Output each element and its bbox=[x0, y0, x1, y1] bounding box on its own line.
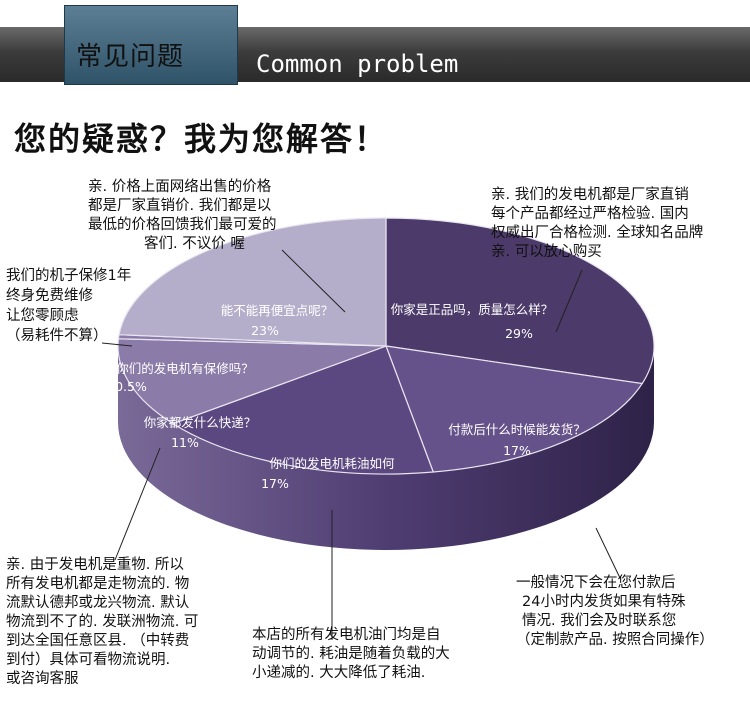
note-shipping-line: 到达全国任意区县. （中转费 bbox=[6, 633, 190, 649]
slice-value-label: 0.5% bbox=[115, 379, 147, 394]
note-shipping: 亲. 由于发电机是重物. 所以 所有发电机都是走物流的. 物 流默认德邦或龙兴物… bbox=[6, 556, 198, 689]
leader-line-shipping bbox=[114, 447, 161, 561]
note-shipping-line: 流默认德邦或龙兴物流. 默认 bbox=[6, 595, 190, 611]
slice-value-label: 11% bbox=[171, 435, 199, 450]
slice-value-label: 17% bbox=[503, 443, 531, 458]
banner-title-cn: 常见问题 bbox=[76, 42, 185, 72]
note-price-line: 最低的价格回馈我们最可爱的 bbox=[88, 217, 277, 233]
pie-slice bbox=[385, 345, 644, 473]
slice-label: 你家是正品吗，质量怎么样？ bbox=[391, 302, 554, 317]
note-warranty: 我们的机子保修1年 终身免费维修 让您零顾虑 （易耗件不算） bbox=[6, 266, 131, 346]
note-quality-line: 权威出厂合格检测. 全球知名品牌 bbox=[491, 225, 704, 241]
slice-label: 能不能再便宜点呢？ bbox=[221, 303, 334, 318]
note-fuel: 本店的所有发电机油门均是自 动调节的. 耗油是随着负载的大 小递减的. 大大降低… bbox=[252, 626, 450, 683]
note-price-line: 亲. 价格上面网络出售的价格 bbox=[88, 179, 272, 195]
note-shipping-line: 到付）具体可看物流说明. bbox=[6, 652, 171, 668]
leader-line-warranty bbox=[101, 342, 133, 347]
slice-value-label: 17% bbox=[261, 476, 289, 491]
note-delivery-line: 24小时内发货如果有特殊 bbox=[522, 594, 686, 610]
slice-value-label: 23% bbox=[251, 323, 279, 338]
pie-slice bbox=[385, 217, 655, 385]
banner-title-en: Common problem bbox=[256, 50, 459, 78]
note-quality-line: 亲. 我们的发电机都是厂家直销 bbox=[491, 187, 689, 203]
page-heading: 您的疑惑？我为您解答！ bbox=[14, 120, 389, 158]
pie-slice bbox=[171, 345, 435, 475]
note-price-line: 都是厂家直销价. 我们都是以 bbox=[88, 198, 272, 214]
note-delivery-line: 情况. 我们会及时联系您 bbox=[522, 613, 677, 629]
note-shipping-line: 亲. 由于发电机是重物. 所以 bbox=[6, 557, 184, 573]
slice-label: 你们的发电机耗油如何 bbox=[269, 456, 395, 471]
note-shipping-line: 或咨询客服 bbox=[6, 671, 79, 687]
note-price-line: 客们. 不议价 喔 bbox=[144, 236, 245, 252]
pie-slice bbox=[117, 338, 387, 425]
note-price: 亲. 价格上面网络出售的价格 都是厂家直销价. 我们都是以 最低的价格回馈我们最… bbox=[88, 178, 277, 254]
slice-label: 你家都发什么快递？ bbox=[144, 415, 257, 430]
banner-tab bbox=[64, 5, 238, 85]
note-quality: 亲. 我们的发电机都是厂家直销 每个产品都经过严格检验. 国内 权威出厂合格检测… bbox=[491, 186, 703, 262]
note-delivery-line: （定制款产品. 按照合同操作） bbox=[516, 632, 714, 648]
leader-line-quality bbox=[555, 269, 583, 333]
note-warranty-line: 我们的机子保修1年 bbox=[6, 268, 132, 284]
note-quality-line: 亲. 可以放心购买 bbox=[491, 244, 602, 260]
note-warranty-line: 终身免费维修 bbox=[6, 288, 93, 304]
leader-line-price bbox=[281, 249, 346, 313]
note-shipping-line: 物流到不了的. 发联洲物流. 可 bbox=[6, 614, 199, 630]
note-shipping-line: 所有发电机都是走物流的. 物 bbox=[6, 576, 190, 592]
slice-value-label: 29% bbox=[505, 326, 533, 341]
note-fuel-line: 小递减的. 大大降低了耗油. bbox=[252, 665, 426, 681]
note-delivery: 一般情况下会在您付款后 24小时内发货如果有特殊 情况. 我们会及时联系您 （定… bbox=[516, 574, 714, 650]
pie-slice bbox=[118, 217, 387, 347]
note-quality-line: 每个产品都经过严格检验. 国内 bbox=[491, 206, 689, 222]
slice-label: 付款后什么时候能发货？ bbox=[448, 422, 586, 437]
slice-label: 你们的发电机有保修吗？ bbox=[116, 361, 254, 376]
note-delivery-line: 一般情况下会在您付款后 bbox=[516, 575, 676, 591]
note-warranty-line: （易耗件不算） bbox=[6, 328, 108, 344]
leader-line-delivery bbox=[595, 527, 621, 579]
pie-side-wall bbox=[118, 346, 654, 550]
note-fuel-line: 动调节的. 耗油是随着负载的大 bbox=[252, 646, 450, 662]
note-fuel-line: 本店的所有发电机油门均是自 bbox=[252, 627, 441, 643]
note-warranty-line: 让您零顾虑 bbox=[6, 308, 79, 324]
